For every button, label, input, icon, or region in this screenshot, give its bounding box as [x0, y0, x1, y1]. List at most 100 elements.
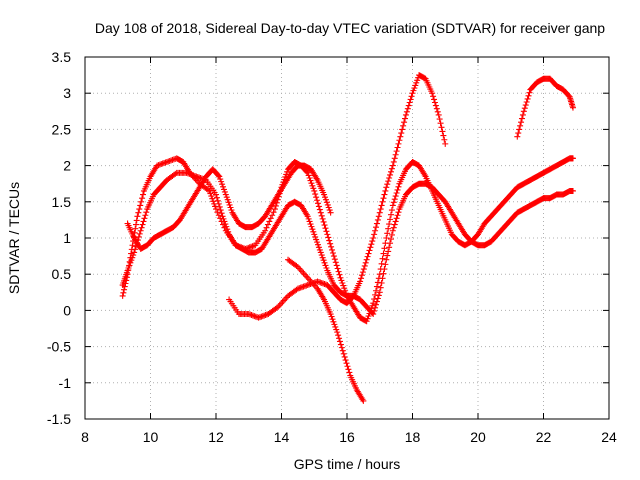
data-point — [387, 240, 394, 247]
data-point — [432, 102, 439, 109]
data-point — [378, 202, 385, 209]
data-point — [321, 259, 328, 266]
data-point — [125, 264, 132, 271]
data-point — [388, 231, 395, 238]
data-point — [332, 323, 339, 330]
data-point — [395, 209, 402, 216]
data-point — [403, 108, 410, 115]
data-point — [305, 215, 312, 222]
data-point — [124, 267, 131, 274]
data-point — [373, 301, 380, 308]
data-point — [431, 99, 438, 106]
data-point — [374, 295, 381, 302]
data-point — [391, 196, 398, 203]
data-point — [393, 190, 400, 197]
data-point — [569, 155, 576, 162]
data-point — [317, 209, 324, 216]
data-point — [411, 85, 418, 92]
data-point — [312, 191, 319, 198]
data-point — [430, 93, 437, 100]
data-point — [520, 108, 527, 115]
data-point — [136, 206, 143, 213]
y-tick-label: 3 — [63, 85, 71, 101]
data-point — [138, 198, 145, 205]
data-point — [384, 230, 391, 237]
data-point — [214, 209, 221, 216]
series-trace-e — [285, 256, 367, 404]
data-point — [143, 209, 150, 216]
data-point — [342, 357, 349, 364]
data-point — [526, 89, 533, 96]
data-point — [412, 82, 419, 89]
data-point — [310, 185, 317, 192]
grid-lines — [85, 57, 609, 419]
data-point — [313, 194, 320, 201]
data-point — [224, 226, 231, 233]
data-point — [435, 111, 442, 118]
data-point — [433, 105, 440, 112]
data-point — [217, 176, 224, 183]
y-tick-label: -1.5 — [47, 411, 71, 427]
data-point — [213, 191, 219, 198]
data-point — [395, 183, 402, 190]
data-point — [380, 250, 387, 257]
data-point — [401, 119, 408, 126]
data-point — [136, 230, 143, 237]
data-point — [314, 200, 321, 207]
data-point — [345, 366, 352, 373]
data-point — [406, 99, 413, 106]
data-point — [369, 238, 376, 245]
data-point — [221, 188, 228, 195]
data-point — [438, 124, 445, 131]
data-point — [327, 240, 334, 247]
data-point — [311, 231, 318, 238]
data-point — [338, 344, 345, 351]
data-point — [132, 221, 139, 228]
data-point — [381, 266, 388, 273]
data-point — [270, 209, 277, 216]
data-point — [368, 241, 375, 248]
data-point — [376, 209, 383, 216]
x-tick-label: 16 — [339, 429, 355, 445]
data-point — [273, 304, 280, 311]
data-point — [307, 177, 314, 184]
data-point — [367, 244, 374, 251]
data-point — [316, 206, 323, 213]
data-point — [364, 253, 371, 260]
data-point — [393, 148, 400, 155]
data-point — [323, 228, 330, 235]
data-point — [310, 228, 317, 235]
data-point — [343, 360, 350, 367]
data-point — [329, 246, 336, 253]
data-point — [431, 96, 438, 103]
data-point — [344, 363, 351, 370]
data-point — [315, 203, 322, 210]
data-point — [388, 207, 395, 214]
data-point — [518, 115, 525, 122]
data-point — [375, 292, 382, 299]
data-point — [442, 140, 449, 147]
data-point — [339, 347, 346, 354]
y-axis-label: SDTVAR / TECUs — [6, 182, 22, 294]
data-point — [383, 235, 390, 241]
data-point — [515, 130, 522, 137]
data-point — [436, 116, 443, 123]
data-point — [334, 265, 341, 272]
data-point — [138, 224, 145, 231]
data-point — [335, 332, 342, 339]
data-point — [213, 194, 220, 201]
data-point — [364, 315, 371, 322]
data-point — [375, 213, 382, 220]
data-point — [126, 262, 133, 269]
x-tick-label: 18 — [405, 429, 421, 445]
data-point — [331, 256, 338, 263]
data-point — [219, 213, 226, 220]
data-point — [394, 186, 401, 193]
data-point — [518, 119, 525, 126]
data-point — [402, 115, 409, 122]
data-point — [322, 225, 329, 232]
data-point — [386, 221, 393, 228]
data-point — [214, 197, 221, 204]
data-point — [327, 209, 334, 216]
